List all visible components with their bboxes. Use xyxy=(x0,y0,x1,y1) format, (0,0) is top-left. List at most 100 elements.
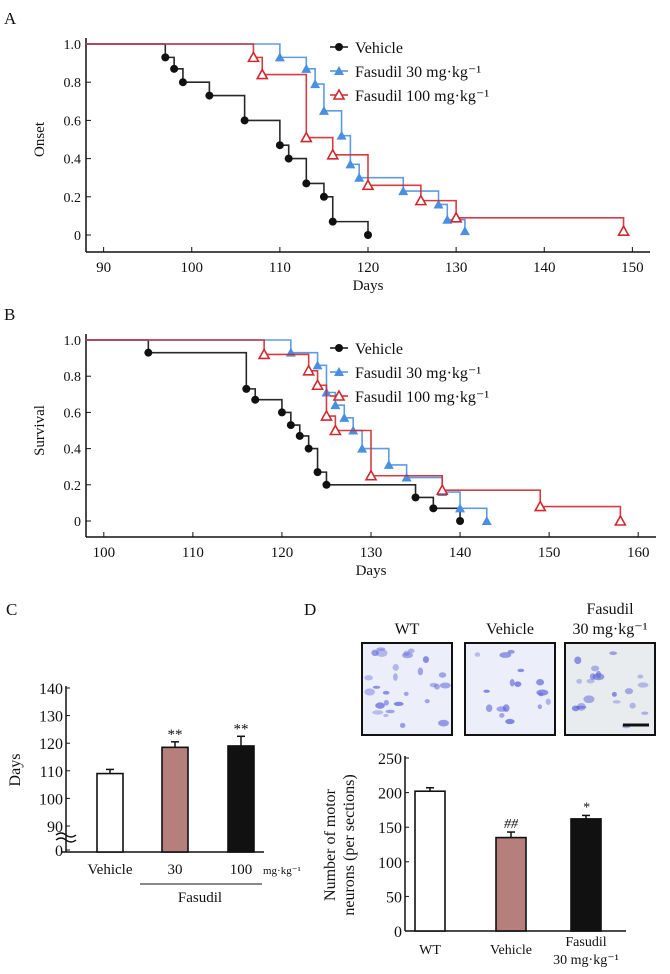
circle-marker xyxy=(313,468,322,477)
group-label: Fasudil xyxy=(178,890,222,906)
x-tick-label: 90 xyxy=(96,260,111,276)
open-triangle-marker xyxy=(533,499,547,512)
circle-marker xyxy=(277,408,286,417)
stained-neuron xyxy=(393,701,404,707)
micrograph-title: Fasudil xyxy=(586,601,634,618)
circle-marker xyxy=(161,53,170,62)
panel-c-bar-chart: 0 90 100 110 120 130 140 Days Vehicle ** 30 ** 100 mg… xyxy=(7,681,301,906)
stained-neuron xyxy=(372,685,381,689)
y-tick-label: 0.4 xyxy=(64,153,82,168)
stained-neuron xyxy=(538,692,544,697)
open-triangle-marker xyxy=(299,130,313,143)
stained-neuron xyxy=(499,652,512,658)
circle-marker xyxy=(322,480,331,489)
circle-marker xyxy=(319,192,328,201)
stained-neuron xyxy=(586,678,595,684)
triangle-marker xyxy=(312,360,323,370)
stained-neuron xyxy=(483,689,490,693)
stained-neuron xyxy=(383,713,389,718)
stained-neuron xyxy=(485,704,493,712)
y-tick-label: 0.8 xyxy=(64,76,82,91)
x-tick-label: 150 xyxy=(621,260,644,276)
bar-2 xyxy=(227,745,255,853)
stained-neuron xyxy=(507,649,515,654)
stained-neuron xyxy=(499,713,505,718)
stained-neuron xyxy=(439,682,451,689)
stained-neuron xyxy=(371,649,379,657)
fasudil100-curve xyxy=(86,339,622,521)
stained-neuron xyxy=(591,665,600,672)
circle-marker xyxy=(144,348,153,357)
open-triangle-marker xyxy=(329,423,342,436)
x-tick-label: 120 xyxy=(357,260,380,276)
circle-marker xyxy=(328,217,337,226)
circle-marker xyxy=(302,179,311,188)
stained-neuron xyxy=(637,682,649,688)
circle-marker xyxy=(411,493,420,502)
stained-neuron xyxy=(612,700,621,704)
y-axis-title: Days xyxy=(7,754,24,787)
stained-neuron xyxy=(576,678,583,684)
y-tick-label: 90 xyxy=(47,819,63,836)
bar-0 xyxy=(96,772,124,853)
x-axis-title: Days xyxy=(356,563,387,579)
x-tick-label: 130 xyxy=(360,545,383,561)
stained-neuron xyxy=(575,705,587,709)
legend-label-fasudil100: Fasudil 100 mg·kg⁻¹ xyxy=(355,88,489,105)
triangle-marker xyxy=(459,226,470,236)
significance-label: ** xyxy=(234,721,249,737)
category-label: Fasudil xyxy=(565,935,606,950)
stained-neuron xyxy=(629,702,636,709)
y-tick-label: 100 xyxy=(378,855,402,872)
stained-neuron xyxy=(364,688,375,696)
stained-neuron xyxy=(641,711,649,715)
triangle-marker xyxy=(318,105,329,115)
panel-label-b: B xyxy=(4,305,15,324)
category-label: 30 xyxy=(168,862,183,878)
open-triangle-marker xyxy=(414,193,428,206)
triangle-marker xyxy=(301,63,312,73)
triangle-marker xyxy=(383,459,394,469)
stained-neuron xyxy=(407,648,415,654)
y-tick-label: 0.2 xyxy=(64,191,82,206)
y-tick-label: 200 xyxy=(378,786,402,803)
open-triangle-marker xyxy=(332,389,346,401)
stained-neuron xyxy=(438,719,449,727)
y-tick-label: 0.6 xyxy=(64,406,82,421)
legend-label-vehicle: Vehicle xyxy=(355,341,403,358)
significance-label: ## xyxy=(504,817,519,832)
y-tick-label: 0 xyxy=(74,515,81,530)
stained-neuron xyxy=(393,673,398,681)
stained-neuron xyxy=(403,691,409,696)
stained-neuron xyxy=(372,710,384,715)
y-tick-label: 0.2 xyxy=(64,479,82,494)
x-tick-label: 130 xyxy=(445,260,468,276)
panel-b-survival-chart: 100 110 120 130 140 150 160 0 0.2 0.4 0.6 0.8 1.0 Day… xyxy=(32,334,656,579)
micrograph-title: 30 mg·kg⁻¹ xyxy=(572,621,647,638)
category-label: WT xyxy=(419,943,441,958)
y-tick-label: 0 xyxy=(394,924,402,941)
legend-label-fasudil30: Fasudil 30 mg·kg⁻¹ xyxy=(355,64,481,81)
circle-marker xyxy=(364,231,372,239)
category-label: 100 xyxy=(230,862,253,878)
x-tick-label: 140 xyxy=(533,260,556,276)
circle-marker xyxy=(295,431,304,440)
open-triangle-marker xyxy=(320,409,333,421)
open-triangle-marker xyxy=(449,211,463,223)
y-axis-title-line: Number of motor xyxy=(322,788,339,901)
open-triangle-marker xyxy=(247,50,260,63)
significance-label: ** xyxy=(168,727,183,743)
triangle-marker xyxy=(330,400,341,410)
y-axis-title: Onset xyxy=(32,121,48,157)
stained-neuron xyxy=(583,695,595,704)
circle-marker xyxy=(284,154,293,163)
vehicle-curve xyxy=(86,43,369,235)
circle-marker xyxy=(335,344,343,352)
stained-neuron xyxy=(422,656,430,663)
panel-d-bar-chart: 0 50 100 150 200 250 Number of motor neurons (p… xyxy=(322,751,626,968)
triangle-marker xyxy=(354,172,365,182)
x-axis-title: Days xyxy=(353,278,384,294)
stained-neuron xyxy=(517,668,525,673)
panel-d-micrographs: WT Vehicle Fasudil 30 mg·kg⁻¹ xyxy=(361,601,656,736)
significance-label: * xyxy=(583,800,590,815)
